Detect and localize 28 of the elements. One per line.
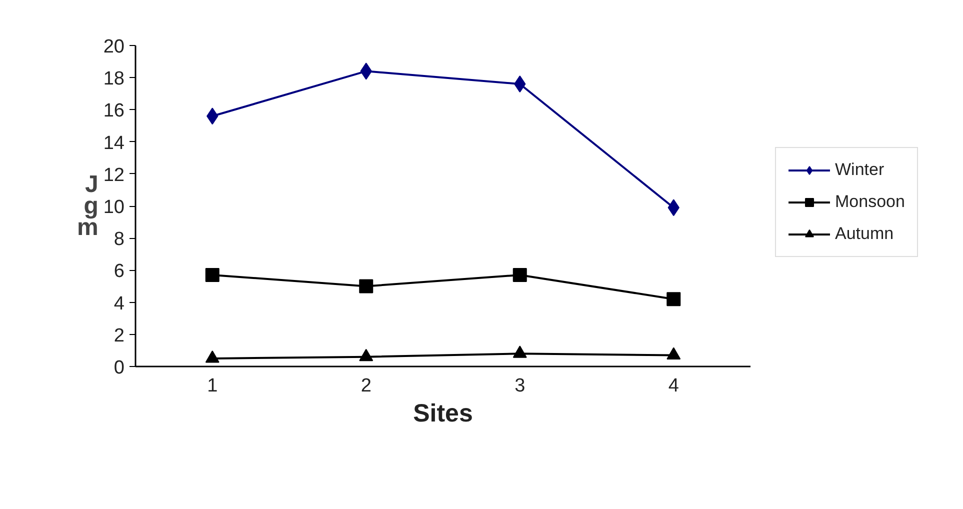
point xyxy=(205,268,220,282)
y-tick-label: 8 xyxy=(114,229,125,250)
y-tick-label: 2 xyxy=(114,325,125,346)
x-axis-title: Sites xyxy=(413,400,473,428)
y-tick-label: 14 xyxy=(103,132,125,154)
y-tick-label: 12 xyxy=(103,164,125,186)
y-tick-label: 18 xyxy=(103,68,125,90)
point xyxy=(666,292,681,306)
y-tick-label: 10 xyxy=(103,197,125,218)
y-tick-label: 16 xyxy=(103,100,125,122)
point xyxy=(359,279,374,294)
y-axis-title: Jgm xyxy=(77,170,98,242)
x-tick-label: 1 xyxy=(207,376,218,396)
point xyxy=(205,350,220,363)
legend-label: Autumn xyxy=(835,224,894,244)
y-tick-label: 20 xyxy=(103,36,125,58)
legend-label: Monsoon xyxy=(835,192,905,212)
point xyxy=(512,268,527,282)
point xyxy=(512,346,527,358)
y-tick-label: 6 xyxy=(114,261,125,282)
x-tick-label: 4 xyxy=(668,376,680,396)
y-tick-label: 0 xyxy=(114,358,125,378)
x-tick-label: 2 xyxy=(360,376,372,396)
legend-label: Winter xyxy=(835,160,884,180)
point xyxy=(359,348,374,362)
y-tick-label: 4 xyxy=(114,293,125,314)
point xyxy=(666,347,681,360)
x-tick-label: 3 xyxy=(514,376,526,396)
